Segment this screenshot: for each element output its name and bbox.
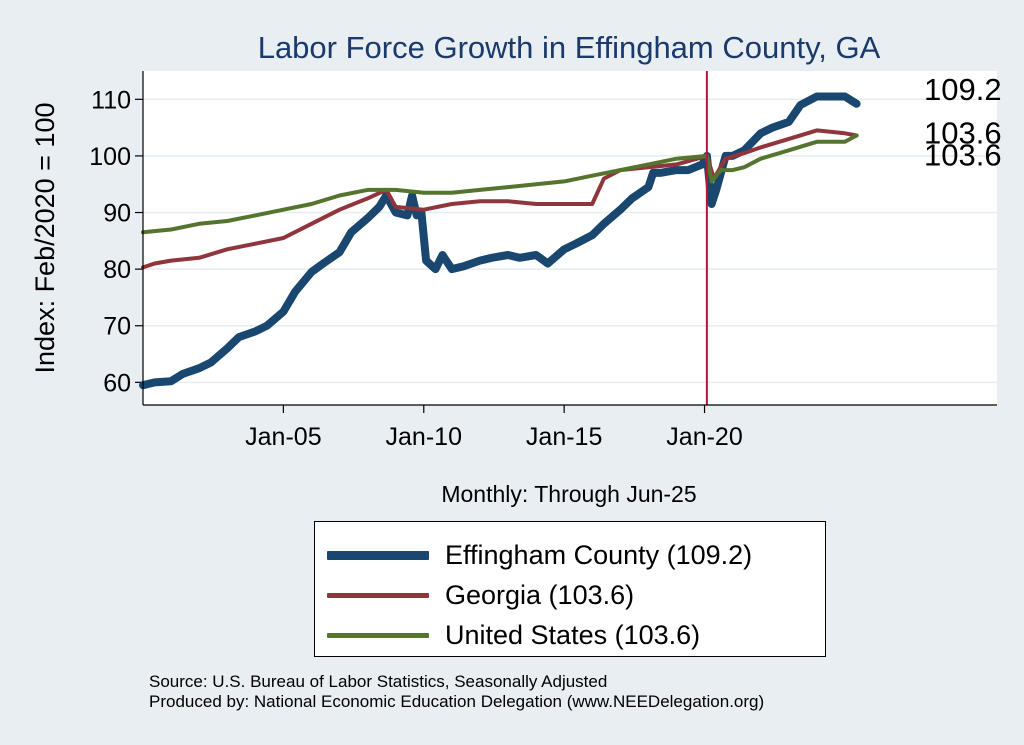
x-tick-label-Jan-05: Jan-05 — [245, 423, 321, 451]
y-tick-label-70: 70 — [103, 313, 131, 341]
x-axis-label: Monthly: Through Jun-25 — [441, 481, 696, 507]
source-line: Source: U.S. Bureau of Labor Statistics,… — [149, 672, 608, 691]
plot-area — [143, 71, 997, 405]
end-label-0: 109.2 — [924, 72, 1002, 107]
legend-item-georgia: Georgia (103.6) — [327, 575, 634, 615]
legend-label-georgia: Georgia (103.6) — [445, 579, 635, 610]
legend-item-effingham: Effingham County (109.2) — [327, 535, 752, 575]
series-line-0 — [139, 92, 861, 390]
x-tick-label-Jan-15: Jan-15 — [526, 423, 602, 451]
series-line-2 — [141, 133, 859, 235]
series-line-1 — [141, 128, 859, 270]
y-tick-label-110: 110 — [91, 86, 131, 114]
y-tick-label-60: 60 — [103, 369, 131, 397]
legend-swatch-united-states — [327, 632, 429, 638]
end-label-2: 103.6 — [924, 138, 1002, 173]
y-axis-label: Index: Feb/2020 = 100 — [30, 103, 60, 374]
source-note: Source: U.S. Bureau of Labor Statistics,… — [149, 672, 764, 712]
y-tick-label-100: 100 — [89, 143, 131, 171]
y-axis: 60 70 80 90 100 110 — [89, 86, 143, 397]
y-tick-label-90: 90 — [103, 200, 131, 228]
legend: Effingham County (109.2) Georgia (103.6)… — [314, 521, 826, 657]
end-label-1: 103.6 — [924, 116, 1002, 151]
x-tick-label-Jan-20: Jan-20 — [666, 423, 742, 451]
series-lines — [139, 71, 861, 405]
legend-label-effingham: Effingham County (109.2) — [445, 539, 753, 570]
x-tick-label-Jan-10: Jan-10 — [386, 423, 462, 451]
legend-item-united-states: United States (103.6) — [327, 615, 700, 655]
x-axis: Jan-05 Jan-10 Jan-15 Jan-20 — [245, 405, 743, 451]
legend-swatch-effingham — [327, 550, 429, 560]
producer-line: Produced by: National Economic Education… — [149, 692, 765, 711]
legend-swatch-georgia — [327, 592, 429, 598]
legend-label-united-states: United States (103.6) — [445, 619, 701, 650]
chart-title: Labor Force Growth in Effingham County, … — [258, 30, 881, 65]
y-tick-label-80: 80 — [103, 256, 131, 284]
